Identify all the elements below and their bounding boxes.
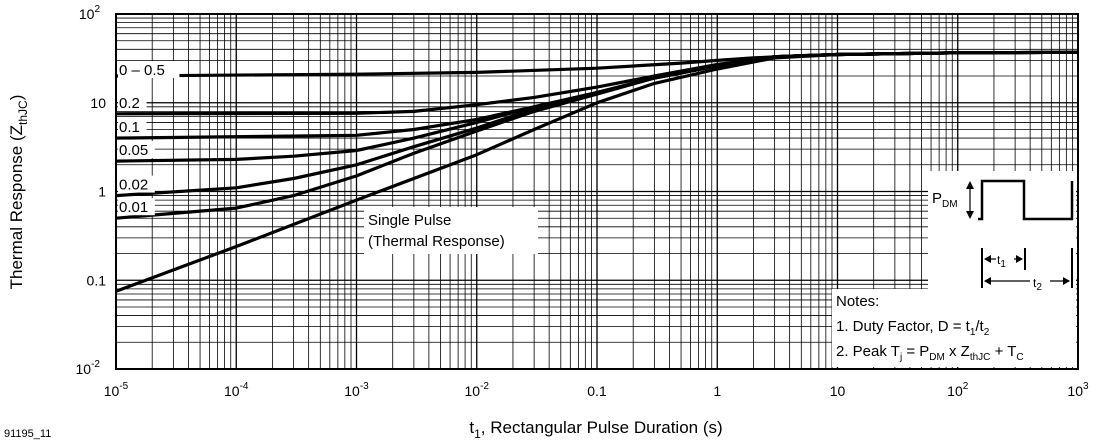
notes-title: Notes:	[836, 293, 879, 310]
series-label: 0 – 0.5	[119, 62, 165, 79]
series-label: 0.01	[119, 199, 148, 216]
x-tick-label: 0.1	[587, 383, 607, 399]
y-tick-label: 10-2	[76, 359, 101, 377]
x-tick-labels: 10-5 10-4 10-3 10-2 0.1 1 10 102 103	[104, 381, 1089, 399]
x-tick-label: 10-2	[465, 381, 490, 399]
y-tick-label: 0.1	[87, 272, 107, 288]
x-tick-label: 10-4	[224, 381, 249, 399]
single-pulse-label: Single Pulse	[368, 212, 451, 229]
y-tick-label: 10	[90, 95, 106, 111]
waveform-box	[928, 171, 1076, 289]
y-axis-label: Thermal Response (ZthJC)	[7, 95, 30, 290]
series-label: 0.1	[119, 119, 140, 136]
series-label: 0.02	[119, 177, 148, 194]
x-tick-label: 10-3	[344, 381, 369, 399]
x-axis-label: t1, Rectangular Pulse Duration (s)	[469, 418, 722, 441]
x-tick-label: 102	[947, 381, 969, 399]
x-tick-label: 1	[713, 383, 721, 399]
y-tick-label: 102	[79, 4, 101, 22]
x-tick-label: 10	[830, 383, 846, 399]
series-label: 0.2	[119, 95, 140, 112]
y-tick-labels: 102 10 1 0.1 10-2	[76, 4, 107, 377]
single-pulse-sublabel: (Thermal Response)	[368, 233, 505, 250]
x-tick-label: 10-5	[104, 381, 129, 399]
series-label: 0.05	[119, 142, 148, 159]
y-tick-label: 1	[98, 184, 106, 200]
figure-id: 91195_11	[4, 428, 51, 440]
x-tick-label: 103	[1067, 381, 1089, 399]
